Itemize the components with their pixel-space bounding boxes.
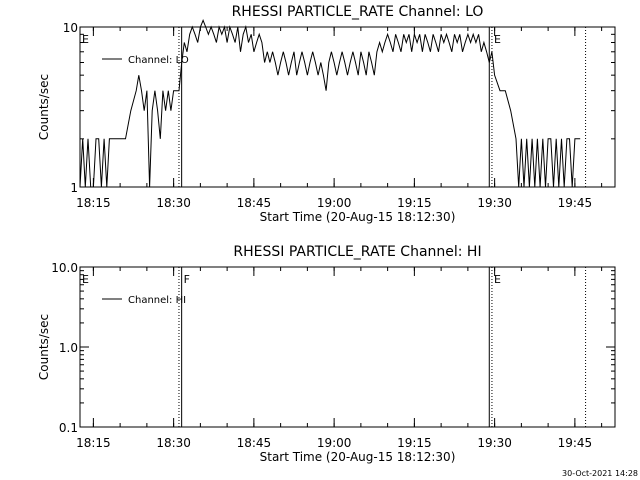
- y-tick-label: 10.0: [51, 261, 78, 275]
- y-axis-label: Counts/sec: [37, 74, 51, 140]
- x-tick-label: 18:45: [237, 436, 272, 450]
- x-tick-label: 19:00: [317, 436, 352, 450]
- event-marker-label: F: [184, 273, 190, 286]
- x-axis-label: Start Time (20-Aug-15 18:12:30): [260, 450, 456, 464]
- footer-timestamp: 30-Oct-2021 14:28: [562, 469, 638, 478]
- x-tick-label: 19:30: [477, 196, 512, 210]
- x-tick-label: 19:45: [558, 436, 593, 450]
- y-tick-label: 10: [63, 21, 78, 35]
- event-marker-label: E: [82, 273, 89, 286]
- x-tick-label: 18:15: [76, 196, 111, 210]
- x-tick-label: 19:15: [397, 196, 432, 210]
- y-axis-label: Counts/sec: [37, 314, 51, 380]
- legend-label: Channel: LO: [128, 55, 189, 66]
- y-tick-label: 1: [70, 181, 78, 195]
- x-tick-label: 18:15: [76, 436, 111, 450]
- y-tick-label: 0.1: [59, 421, 78, 435]
- chart-title: RHESSI PARTICLE_RATE Channel: LO: [232, 4, 484, 20]
- event-marker-label: E: [82, 33, 89, 46]
- x-axis-label: Start Time (20-Aug-15 18:12:30): [260, 210, 456, 224]
- x-tick-label: 18:45: [237, 196, 272, 210]
- event-marker-label: E: [494, 33, 501, 46]
- series-line: [79, 19, 581, 188]
- event-marker-label: E: [494, 273, 501, 286]
- x-tick-label: 19:15: [397, 436, 432, 450]
- plot-frame: [79, 26, 616, 188]
- x-tick-label: 18:30: [156, 196, 191, 210]
- legend-label: Channel: HI: [128, 295, 186, 306]
- x-tick-label: 19:00: [317, 196, 352, 210]
- x-tick-label: 18:30: [156, 436, 191, 450]
- y-tick-label: 1.0: [59, 341, 78, 355]
- x-tick-label: 19:30: [477, 436, 512, 450]
- chart-title: RHESSI PARTICLE_RATE Channel: HI: [233, 244, 481, 260]
- x-tick-label: 19:45: [558, 196, 593, 210]
- plot-frame: [79, 266, 616, 428]
